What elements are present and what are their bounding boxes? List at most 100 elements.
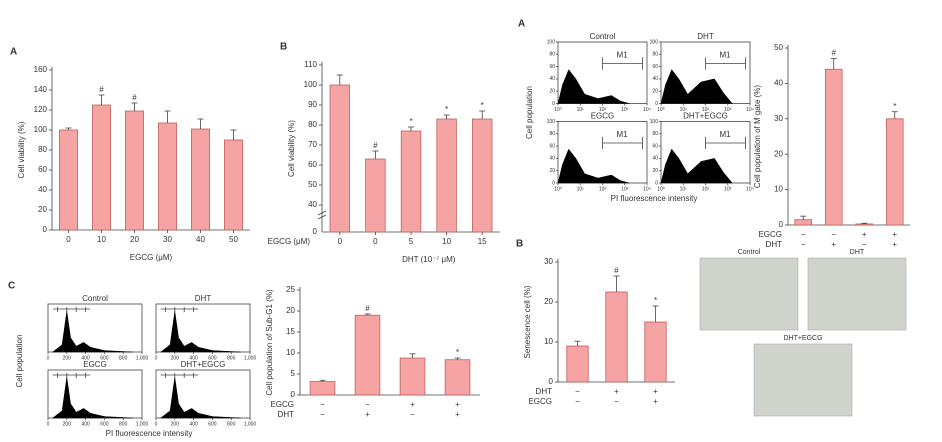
panel-label: B <box>516 239 523 250</box>
condition-value: − <box>365 400 370 409</box>
condition-value: − <box>410 410 415 419</box>
x-tick-label: 10⁴ <box>643 186 651 192</box>
x-tick-label: 0 <box>338 237 343 246</box>
x-tick-label: 1,000 <box>244 421 257 427</box>
axis-break <box>317 210 327 216</box>
panel-title: DHT+EGCG <box>683 112 728 121</box>
condition-value: − <box>831 230 836 239</box>
annotation: * <box>481 101 484 110</box>
y-tick-label: 80 <box>549 131 555 137</box>
y-tick-label: 20 <box>544 297 553 306</box>
x-tick-label: 800 <box>227 355 236 361</box>
x-tick-label: 10⁰ <box>554 107 562 113</box>
bar <box>444 359 471 396</box>
y-tick-label: 160 <box>34 65 48 74</box>
condition-name: DHT <box>536 387 553 396</box>
panel-title: DHT <box>697 32 714 41</box>
y-tick-label: 0 <box>313 227 318 236</box>
micrograph <box>807 257 907 331</box>
x-axis-label: DHT (10⁻⁷ μM) <box>402 255 456 264</box>
y-tick-label: 0 <box>552 180 555 186</box>
annotation: # <box>132 93 137 102</box>
bar <box>329 84 350 233</box>
gate-label: M1 <box>617 51 629 60</box>
annotation: # <box>365 304 370 313</box>
bar <box>191 128 210 231</box>
x-tick-label: 1,000 <box>136 355 149 361</box>
annotation: # <box>614 266 619 275</box>
image-label: DHT+EGCG <box>783 335 822 342</box>
row-label: EGCG (μM) <box>268 237 311 246</box>
y-tick-label: 40 <box>652 156 658 162</box>
bar <box>158 122 177 231</box>
panel-title: Control <box>82 294 108 303</box>
condition-name: EGCG <box>528 397 552 406</box>
x-tick-label: 10⁴ <box>746 186 754 192</box>
x-tick-label: 800 <box>227 421 236 427</box>
x-tick-label: 1,000 <box>136 421 149 427</box>
y-tick-label: 0 <box>655 101 658 107</box>
bar <box>309 381 336 396</box>
y-tick-label: 60 <box>652 64 658 70</box>
y-tick-label: 80 <box>549 52 555 58</box>
y-tick-label: 100 <box>547 119 556 125</box>
y-tick-label: 0 <box>655 180 658 186</box>
y-tick-label: 20 <box>652 168 658 174</box>
x-tick-label: 400 <box>81 355 90 361</box>
y-tick-label: 80 <box>38 145 47 154</box>
condition-value: − <box>320 410 325 419</box>
y-tick-label: 20 <box>652 89 658 95</box>
x-tick-label: 10⁴ <box>643 107 651 113</box>
condition-name: DHT <box>766 240 783 249</box>
panel-title: EGCG <box>591 112 615 121</box>
y-tick-label: 140 <box>34 85 48 94</box>
y-tick-label: 120 <box>34 105 48 114</box>
y-tick-label: 50 <box>308 180 317 189</box>
annotation: * <box>409 117 412 126</box>
x-tick-label: 0 <box>373 237 378 246</box>
x-tick-label: 1,000 <box>244 355 257 361</box>
condition-value: − <box>320 400 325 409</box>
x-tick-label: 10³ <box>724 186 732 192</box>
bar <box>605 291 628 383</box>
bar <box>125 110 144 231</box>
condition-value: + <box>653 387 658 396</box>
x-axis-label: PI fluorescence intensity <box>106 429 193 438</box>
y-tick-label: 0 <box>549 377 554 386</box>
x-tick-label: 5 <box>409 237 414 246</box>
condition-value: − <box>614 397 619 406</box>
x-tick-label: 10 <box>442 237 451 246</box>
y-tick-label: 40 <box>549 76 555 82</box>
y-tick-label: 60 <box>38 165 47 174</box>
bar <box>399 357 426 396</box>
x-tick-label: 200 <box>171 421 180 427</box>
x-tick-label: 30 <box>163 235 172 244</box>
x-tick-label: 200 <box>63 355 72 361</box>
y-tick-label: 60 <box>652 143 658 149</box>
panel-label: A <box>10 47 17 58</box>
histogram <box>159 377 241 419</box>
histogram <box>660 69 733 104</box>
y-tick-label: 0 <box>779 220 784 229</box>
annotation: # <box>99 85 104 94</box>
x-tick-label: 200 <box>171 355 180 361</box>
y-tick-label: 90 <box>308 100 317 109</box>
panel-title: Control <box>590 32 616 41</box>
y-tick-label: 30 <box>774 114 783 123</box>
x-tick-label: 10⁴ <box>746 107 754 113</box>
bar <box>824 68 843 226</box>
x-tick-label: 600 <box>208 421 217 427</box>
y-tick-label: 70 <box>308 140 317 149</box>
y-tick-label: 80 <box>308 120 317 129</box>
panel-title: EGCG <box>83 360 107 369</box>
y-tick-label: 0 <box>291 390 296 399</box>
y-tick-label: 40 <box>774 79 783 88</box>
condition-value: + <box>862 230 867 239</box>
y-axis-label: Cell population <box>525 86 534 139</box>
y-axis-label: Cell viability (%) <box>287 120 296 177</box>
x-tick-label: 800 <box>119 421 128 427</box>
x-tick-label: 10¹ <box>577 107 585 113</box>
y-tick-label: 15 <box>286 327 295 336</box>
bar <box>855 223 874 226</box>
